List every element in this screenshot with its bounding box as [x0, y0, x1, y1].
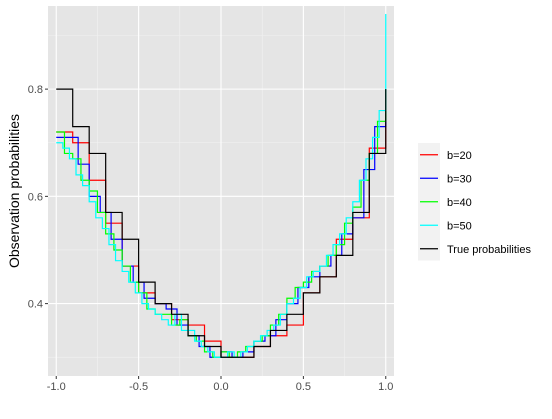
- legend-label: b=20: [447, 150, 472, 162]
- y-tick-label: 0.4: [28, 299, 43, 311]
- legend-label: b=40: [447, 197, 472, 209]
- x-tick-label: -0.5: [129, 381, 148, 393]
- legend-label: True probabilities: [447, 244, 531, 256]
- series-line-3: [56, 89, 387, 358]
- x-tick-label: 0.0: [213, 381, 228, 393]
- y-axis-title: Observation probabilities: [6, 114, 22, 268]
- legend-label: b=30: [447, 173, 472, 185]
- x-tick-label: 1.0: [378, 381, 393, 393]
- y-tick-label: 0.8: [28, 84, 43, 96]
- series-layer: [56, 14, 387, 358]
- x-tick-label: -1.0: [47, 381, 66, 393]
- x-axis: -1.0 -0.5 0.0 0.5 1.0: [47, 376, 393, 393]
- grid-major: [48, 6, 394, 376]
- x-tick-label: 0.5: [296, 381, 311, 393]
- legend: b=20 b=30 b=40 b=50 True probabilities: [418, 143, 531, 261]
- y-axis: 0.4 0.6 0.8: [28, 84, 48, 311]
- y-tick-label: 0.6: [28, 191, 43, 203]
- series-line-5: [56, 88, 387, 358]
- legend-label: b=50: [447, 220, 472, 232]
